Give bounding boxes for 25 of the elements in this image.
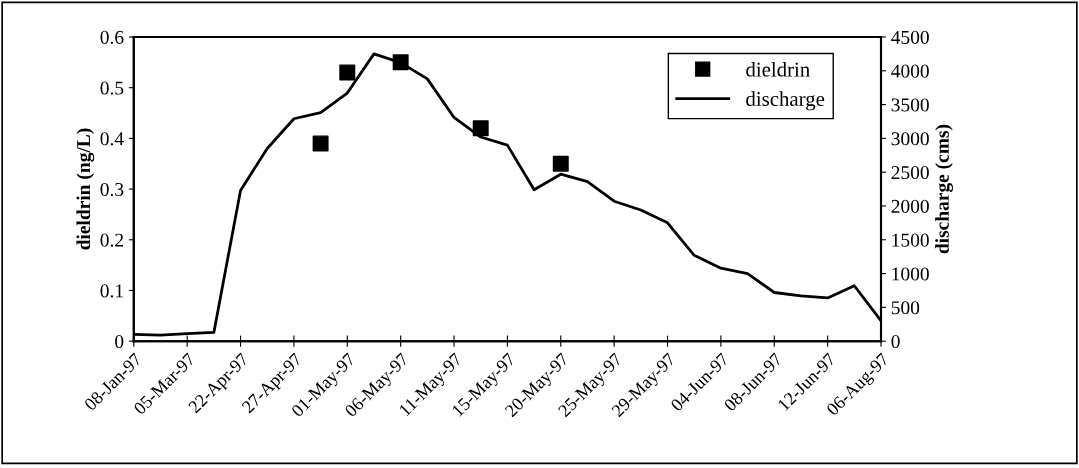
point — [339, 64, 356, 81]
y-tick-label: 0.4 — [100, 132, 124, 146]
y2-tick-label: 3500 — [891, 98, 929, 112]
y2-tick-label: 0 — [891, 334, 900, 349]
y2-tick-label: 2000 — [891, 199, 929, 213]
y2-tick-label: 4500 — [891, 30, 929, 44]
y2-tick-label: 2500 — [891, 165, 929, 180]
y2-tick-label: 4000 — [891, 64, 929, 78]
legend-label: dieldrin — [746, 61, 810, 77]
y-tick-label: 0.5 — [100, 81, 124, 95]
y-tick-label: 0.6 — [100, 30, 124, 44]
point — [472, 120, 489, 137]
y-axis-title: dieldrin (ng/L) — [76, 128, 95, 250]
point — [552, 155, 569, 172]
y-tick-label: 0.2 — [100, 233, 123, 247]
y2-tick-label: 1500 — [892, 233, 929, 247]
legend-label: discharge — [746, 91, 825, 111]
point — [312, 135, 329, 152]
y2-tick-label: 500 — [891, 301, 920, 315]
y-tick-label: 0.1 — [100, 284, 123, 298]
y-tick-label: 0.3 — [100, 182, 124, 197]
y2-tick-label: 1000 — [892, 267, 929, 281]
y2-axis-title: discharge (cms) — [935, 124, 953, 254]
y-tick-label: 0 — [115, 334, 124, 349]
y2-tick-label: 3000 — [891, 132, 929, 146]
